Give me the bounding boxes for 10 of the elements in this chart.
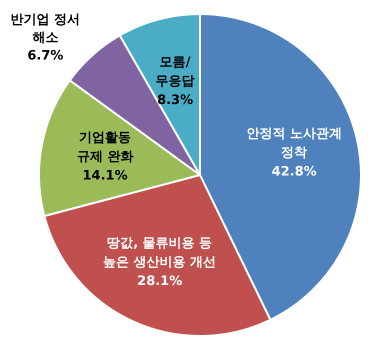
- slice-label: 기업활동 규제 완화: [76, 130, 134, 165]
- data-label: 28.1%: [137, 274, 182, 290]
- data-label: 8.3%: [157, 93, 194, 108]
- slice-label: 모름/ 무응답: [156, 55, 195, 90]
- data-label: 42.8%: [272, 164, 317, 180]
- data-label: 14.1%: [82, 168, 128, 184]
- slice-label: 반기업 정서 해소: [10, 12, 80, 46]
- slice-label: 안정적 노사관계 정착: [246, 126, 342, 161]
- slice-label: 땅값, 물류비용 등 높은 생산비용 개선: [103, 236, 216, 270]
- data-label: 6.7%: [27, 48, 64, 64]
